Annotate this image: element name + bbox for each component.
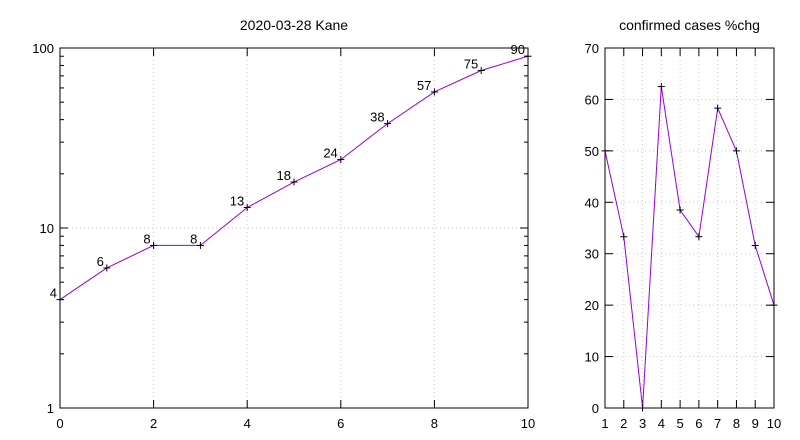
data-label: 18 (277, 168, 291, 183)
data-label: 57 (417, 78, 431, 93)
data-point-marker (695, 233, 703, 241)
data-label: 13 (230, 193, 244, 208)
data-point-marker (732, 147, 740, 155)
data-label: 8 (190, 231, 197, 246)
data-label: 4 (50, 286, 57, 301)
x-tick-label: 6 (337, 416, 344, 431)
y-tick-label: 1 (47, 401, 54, 416)
x-tick-label: 8 (733, 416, 740, 431)
data-point-marker (714, 104, 722, 112)
y-tick-label: 10 (585, 350, 599, 365)
data-label: 6 (97, 254, 104, 269)
x-tick-label: 8 (431, 416, 438, 431)
percent-change-chart: confirmed cases %chg 0 10 20 30 40 50 60 70 1 2 3 4… (585, 17, 782, 431)
data-label: 38 (370, 110, 384, 125)
y-tick-label: 30 (585, 247, 599, 262)
y-tick-label: 10 (40, 221, 54, 236)
data-point-marker (243, 203, 251, 211)
y-tick-label: 100 (32, 41, 54, 56)
x-tick-label: 5 (676, 416, 683, 431)
y-tick-label: 50 (585, 144, 599, 159)
x-tick-label: 2 (150, 416, 157, 431)
y-tick-label: 40 (585, 195, 599, 210)
x-tick-label: 10 (767, 416, 781, 431)
data-label: 24 (323, 146, 337, 161)
data-point-marker (639, 404, 647, 412)
x-tick-label: 0 (56, 416, 63, 431)
data-point-marker (751, 241, 759, 249)
x-tick-label: 9 (752, 416, 759, 431)
series-line (604, 86, 775, 409)
data-point-marker (430, 88, 438, 96)
data-point-marker (196, 241, 204, 249)
data-point-marker (657, 83, 665, 91)
x-tick-label: 3 (639, 416, 646, 431)
data-label: 8 (143, 231, 150, 246)
data-point-marker (770, 301, 778, 309)
right-chart-title: confirmed cases %chg (619, 17, 760, 33)
x-tick-label: 1 (601, 416, 608, 431)
data-point-marker (477, 66, 485, 74)
data-point-marker (150, 241, 158, 249)
x-tick-label: 7 (714, 416, 721, 431)
data-label: 75 (464, 56, 478, 71)
data-point-marker (601, 147, 609, 155)
series-line (59, 55, 529, 301)
data-label: 90 (511, 42, 525, 57)
x-tick-label: 4 (244, 416, 251, 431)
data-point-marker (524, 52, 532, 60)
y-tick-label: 0 (592, 401, 599, 416)
data-point-marker (56, 296, 64, 304)
x-tick-label: 2 (620, 416, 627, 431)
data-point-marker (676, 206, 684, 214)
plot-frame (604, 47, 775, 409)
data-point-marker (384, 120, 392, 128)
data-point-marker (620, 233, 628, 241)
x-tick-label: 10 (521, 416, 535, 431)
y-tick-label: 70 (585, 41, 599, 56)
x-tick-label: 4 (658, 416, 665, 431)
left-chart-title: 2020-03-28 Kane (240, 17, 348, 33)
x-tick-label: 6 (695, 416, 702, 431)
y-tick-label: 20 (585, 298, 599, 313)
plot-frame (59, 47, 529, 409)
data-point-marker (103, 264, 111, 272)
data-point-marker (290, 178, 298, 186)
y-tick-label: 60 (585, 92, 599, 107)
data-point-marker (337, 156, 345, 164)
